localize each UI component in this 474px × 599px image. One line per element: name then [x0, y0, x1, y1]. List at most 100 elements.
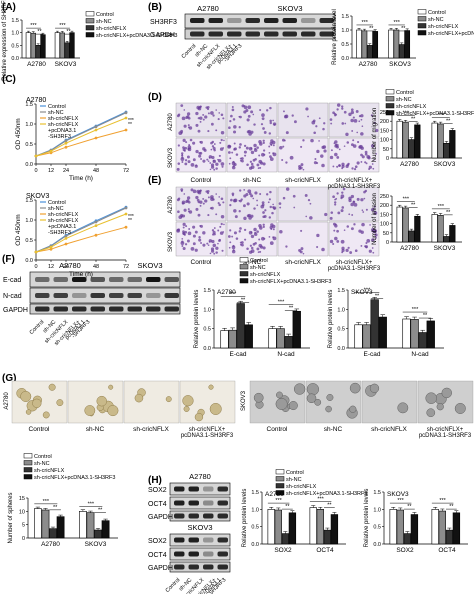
blot-h-gapdh-s: GAPDH	[148, 565, 173, 572]
sig-marker: ***	[438, 113, 445, 119]
blot-h: A2780 SKOV3 SOX2 OCT4 GAPDH SOX2 OCT4 GA…	[148, 472, 231, 599]
blot-b-skov3: SKOV3	[277, 4, 302, 13]
sig-marker: **	[128, 122, 132, 128]
data-point	[49, 247, 53, 251]
blot-band	[188, 551, 199, 557]
bar	[431, 122, 438, 159]
g-skov3: SKOV3	[241, 390, 247, 411]
legend-swatch	[85, 25, 95, 31]
y-tick-label: 0.0	[341, 56, 349, 62]
x-tick-label: A2780	[359, 61, 378, 68]
column-label: sh-cricNFLX	[133, 426, 169, 433]
bar	[64, 42, 70, 59]
y-tick-label: 100	[380, 138, 389, 144]
legend-label: Control	[48, 200, 66, 206]
legend-label: sh-cricNFLX	[96, 26, 127, 32]
legend-h: Controlsh-NCsh-cricNFLXsh-cricNFLX+pcDNA…	[275, 469, 367, 497]
legend-d: Controlsh-NCsh-cricNFLXsh-cricNFLX+pcDNA…	[385, 89, 474, 117]
legend-label: sh-cricNFLX+pcDNA3.1-SH3RF3	[428, 31, 474, 37]
blot-band	[227, 18, 242, 23]
column-label: pcDNA3.1-SH3RF3	[328, 266, 381, 272]
column-label: sh-NC	[86, 426, 105, 433]
y-axis-label: Number of spheres	[8, 492, 14, 543]
y-tick-label: 0.5	[251, 525, 259, 531]
sig-marker: ***	[43, 499, 50, 505]
legend-label: -SH3RF3	[48, 134, 71, 140]
bar	[437, 123, 444, 159]
x-tick-label: A2780	[400, 161, 419, 168]
y-tick-label: 0.0	[25, 162, 33, 168]
bar	[396, 509, 404, 545]
bar	[438, 510, 446, 545]
legend-label: Control	[286, 470, 304, 476]
data-point	[124, 206, 128, 210]
x-tick-label: E-cad	[364, 351, 381, 358]
y-tick-label: 0	[386, 156, 389, 162]
sig-marker: **	[446, 119, 451, 125]
y-tick-label: 5	[22, 523, 25, 529]
blot-band	[188, 537, 199, 543]
legend-label: sh-NC	[396, 97, 412, 103]
x-tick-label: OCT4	[438, 547, 456, 554]
legend-f: Controlsh-NCsh-cricNFLXsh-cricNFLX+pcDNA…	[239, 257, 331, 285]
panel-letter-e: (E)	[148, 175, 161, 186]
blot-band	[127, 277, 142, 282]
blot-band	[53, 293, 68, 298]
legend-swatch	[417, 16, 427, 22]
legend-swatch	[275, 483, 285, 489]
bar	[410, 319, 419, 349]
bar	[79, 511, 87, 539]
y-axis-label: Relative protein levels	[364, 489, 370, 548]
legend-label: sh-NC	[34, 461, 50, 467]
legend-swatch	[385, 89, 395, 95]
blot-band	[164, 293, 179, 298]
e-row-skov3: SKOV3	[168, 231, 174, 252]
bar	[403, 533, 412, 545]
bar	[443, 142, 450, 159]
legend-label: Control	[96, 12, 114, 18]
micrograph	[277, 186, 329, 222]
bar	[431, 214, 438, 243]
blot-band	[208, 31, 223, 37]
legend-swatch	[275, 490, 285, 496]
d-row-a2780: A2780	[168, 113, 174, 131]
chart-title: A2780	[265, 491, 284, 498]
bar	[431, 509, 439, 545]
chart-title: A2780	[217, 289, 236, 296]
legend-swatch	[23, 453, 33, 459]
blot-band	[217, 513, 228, 519]
column-label: pcDNA3.1-SH3RF3	[419, 433, 472, 439]
micrograph	[277, 137, 329, 173]
bar	[414, 215, 421, 243]
bar	[445, 529, 454, 545]
blot-h-sox2-s: SOX2	[148, 538, 167, 545]
legend-label: sh-NC	[48, 110, 64, 116]
blot-band	[245, 31, 260, 37]
x-tick-label: SKOV3	[389, 61, 411, 68]
y-tick-label: 0	[386, 240, 389, 246]
sig-marker: ***	[439, 498, 446, 504]
column-label: sh-cricNFLX+	[336, 178, 373, 184]
y-tick-label: 10	[19, 509, 25, 515]
chart-title: A2780	[26, 97, 46, 104]
micrograph	[277, 102, 329, 138]
bar	[69, 32, 75, 59]
y-axis-label: Number of migration	[372, 108, 378, 162]
legend-label: +pcDNA3.1	[48, 128, 76, 134]
sig-marker: **	[375, 294, 380, 300]
column-label: sh-cricNFLX	[285, 259, 321, 266]
panel-letter-g: (G)	[2, 373, 16, 384]
bar	[437, 215, 444, 243]
bar	[370, 299, 379, 349]
legend-label: sh-NC	[96, 19, 112, 25]
bar	[94, 529, 102, 539]
y-tick-label: 1.5	[251, 490, 259, 496]
x-tick-label: A2780	[27, 61, 46, 68]
bar	[389, 509, 397, 545]
blot-band	[203, 513, 214, 519]
y-tick-label: 0.0	[373, 542, 381, 548]
